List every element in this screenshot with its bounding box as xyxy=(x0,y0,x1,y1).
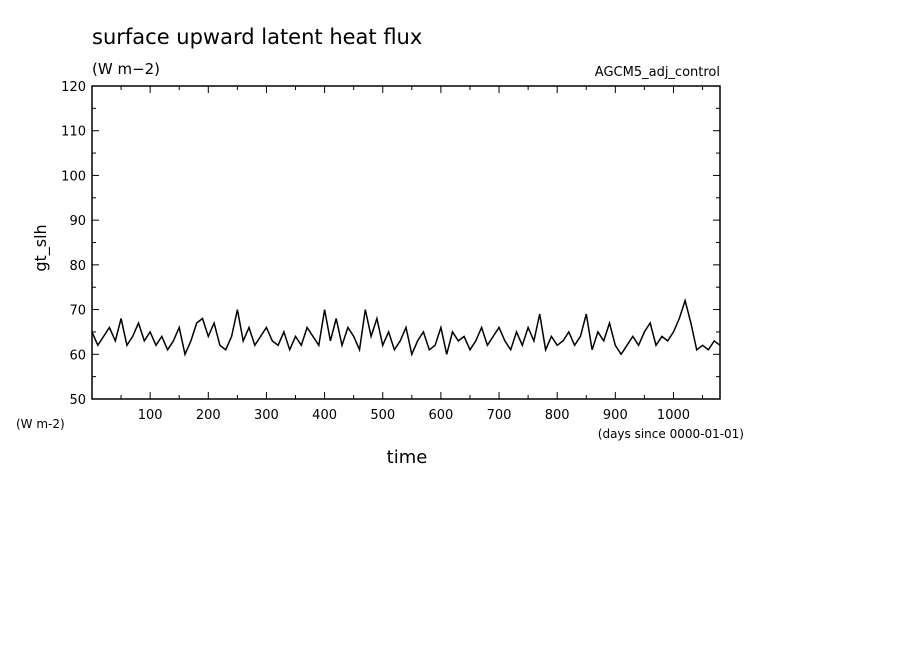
y-axis-units: (W m-2) xyxy=(16,417,65,431)
chart-title: surface upward latent heat flux xyxy=(92,25,422,49)
x-axis: 100 200 300 400 500 600 700 800 900 1000 xyxy=(120,86,704,423)
x-tick-label: 800 xyxy=(545,408,570,423)
series-line-gt-slh xyxy=(91,297,721,357)
y-tick-label: 80 xyxy=(69,259,86,274)
x-tick-label: 700 xyxy=(487,408,512,423)
y-tick-label: 90 xyxy=(69,214,86,229)
x-tick-label: 500 xyxy=(370,408,395,423)
y-axis: 50 60 70 80 90 100 110 120 xyxy=(61,80,720,408)
x-axis-label: time xyxy=(387,447,428,468)
x-tick-label: 600 xyxy=(428,408,453,423)
x-tick-label: 1000 xyxy=(657,408,690,423)
run-label: AGCM5_adj_control xyxy=(595,65,720,80)
x-tick-label: 300 xyxy=(254,408,279,423)
x-tick-label: 200 xyxy=(196,408,221,423)
y-axis-label: gt_slh xyxy=(31,224,51,271)
y-tick-label: 100 xyxy=(61,169,86,184)
x-tick-label: 100 xyxy=(138,408,163,423)
x-axis-units: (days since 0000-01-01) xyxy=(598,427,744,441)
chart-subtitle-units: (W m−2) xyxy=(92,60,160,78)
y-tick-label: 60 xyxy=(69,348,86,363)
y-tick-label: 50 xyxy=(69,393,86,408)
y-tick-label: 110 xyxy=(61,125,86,140)
x-tick-label: 900 xyxy=(603,408,628,423)
x-tick-label: 400 xyxy=(312,408,337,423)
y-tick-label: 70 xyxy=(69,304,86,319)
y-tick-label: 120 xyxy=(61,80,86,95)
